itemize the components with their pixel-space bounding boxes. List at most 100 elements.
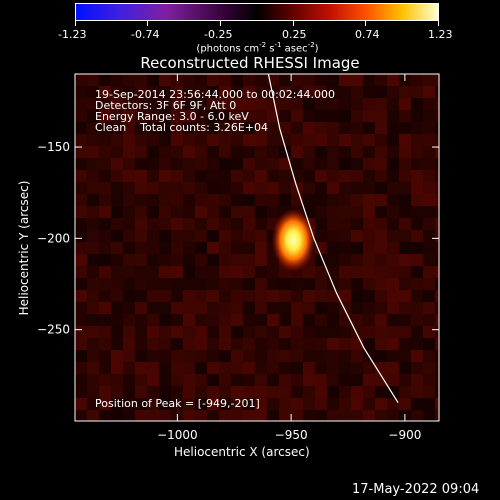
heatmap-cell xyxy=(423,122,435,134)
heatmap-cell xyxy=(399,242,411,254)
heatmap-cell xyxy=(339,74,351,86)
heatmap-cell xyxy=(423,338,435,350)
heatmap-cell xyxy=(195,206,207,218)
heatmap-cell xyxy=(231,146,243,158)
heatmap-cell xyxy=(375,374,387,386)
heatmap-cell xyxy=(171,98,183,110)
heatmap-cell xyxy=(207,86,219,98)
heatmap-cell xyxy=(159,158,171,170)
heatmap-cell xyxy=(183,386,195,398)
heatmap-cell xyxy=(75,242,87,254)
heatmap-cell xyxy=(351,194,363,206)
heatmap-cell xyxy=(99,350,111,362)
heatmap-cell xyxy=(207,194,219,206)
heatmap-cell xyxy=(123,350,135,362)
heatmap-cell xyxy=(411,338,423,350)
heatmap-cell xyxy=(291,374,303,386)
heatmap-cell xyxy=(279,290,291,302)
heatmap-cell xyxy=(231,218,243,230)
heatmap-cell xyxy=(351,182,363,194)
heatmap-cell xyxy=(123,134,135,146)
heatmap-cell xyxy=(267,278,279,290)
heatmap-cell xyxy=(387,410,399,421)
heatmap-cell xyxy=(339,278,351,290)
heatmap-cell xyxy=(291,278,303,290)
heatmap-cell xyxy=(171,266,183,278)
heatmap-cell xyxy=(411,278,423,290)
heatmap-cell xyxy=(111,122,123,134)
heatmap-cell xyxy=(123,278,135,290)
heatmap-cell xyxy=(435,206,439,218)
heatmap-cell xyxy=(327,122,339,134)
heatmap-cell xyxy=(327,290,339,302)
heatmap-cell xyxy=(159,170,171,182)
heatmap-cell xyxy=(195,98,207,110)
heatmap-cell xyxy=(303,122,315,134)
heatmap-cell xyxy=(159,350,171,362)
heatmap-cell xyxy=(183,86,195,98)
heatmap-cell xyxy=(135,182,147,194)
heatmap-cell xyxy=(411,218,423,230)
heatmap-cell xyxy=(75,398,87,410)
heatmap-cell xyxy=(207,326,219,338)
heatmap-cell xyxy=(75,254,87,266)
heatmap-cell xyxy=(279,122,291,134)
heatmap-cell xyxy=(111,302,123,314)
heatmap-cell xyxy=(363,230,375,242)
heatmap-cell xyxy=(207,206,219,218)
heatmap-cell xyxy=(363,206,375,218)
heatmap-cell xyxy=(255,86,267,98)
info-clean-counts: Clean Total counts: 3.26E+04 xyxy=(95,121,269,134)
heatmap-cell xyxy=(267,386,279,398)
heatmap-cell xyxy=(231,410,243,421)
heatmap-cell xyxy=(387,170,399,182)
heatmap-cell xyxy=(327,398,339,410)
heatmap-cell xyxy=(219,206,231,218)
heatmap-cell xyxy=(351,338,363,350)
heatmap-cell xyxy=(267,182,279,194)
heatmap-cell xyxy=(135,266,147,278)
heatmap-cell xyxy=(99,254,111,266)
heatmap-cell xyxy=(159,98,171,110)
heatmap-cell xyxy=(387,230,399,242)
heatmap-cell xyxy=(423,194,435,206)
heatmap-cell xyxy=(375,146,387,158)
heatmap-cell xyxy=(327,314,339,326)
heatmap-cell xyxy=(375,410,387,421)
heatmap-cell xyxy=(195,242,207,254)
heatmap-cell xyxy=(183,374,195,386)
heatmap-cell xyxy=(87,74,99,86)
heatmap-cell xyxy=(255,278,267,290)
heatmap-cell xyxy=(315,158,327,170)
heatmap-cell xyxy=(231,350,243,362)
heatmap-cell xyxy=(375,338,387,350)
heatmap-cell xyxy=(375,398,387,410)
heatmap-cell xyxy=(363,170,375,182)
heatmap-cell xyxy=(327,206,339,218)
y-axis-label: Heliocentric Y (arcsec) xyxy=(17,180,31,316)
heatmap-cell xyxy=(135,278,147,290)
heatmap-cell xyxy=(291,338,303,350)
heatmap-cell xyxy=(147,134,159,146)
heatmap-cell xyxy=(435,290,439,302)
heatmap-cell xyxy=(411,158,423,170)
heatmap-cell xyxy=(435,98,439,110)
heatmap-cell xyxy=(303,158,315,170)
heatmap-cell xyxy=(435,182,439,194)
heatmap-cell xyxy=(207,74,219,86)
heatmap-cell xyxy=(279,110,291,122)
heatmap-cell xyxy=(303,266,315,278)
heatmap-cell xyxy=(123,398,135,410)
heatmap-cell xyxy=(159,266,171,278)
heatmap-cell xyxy=(279,170,291,182)
heatmap-cell xyxy=(399,278,411,290)
heatmap-cell xyxy=(75,74,87,86)
heatmap-cell xyxy=(183,266,195,278)
heatmap-cell xyxy=(399,110,411,122)
heatmap-cell xyxy=(435,170,439,182)
heatmap-cell xyxy=(111,182,123,194)
heatmap-cell xyxy=(135,110,147,122)
heatmap-cell xyxy=(351,278,363,290)
heatmap-cell xyxy=(375,110,387,122)
heatmap-cell xyxy=(207,266,219,278)
